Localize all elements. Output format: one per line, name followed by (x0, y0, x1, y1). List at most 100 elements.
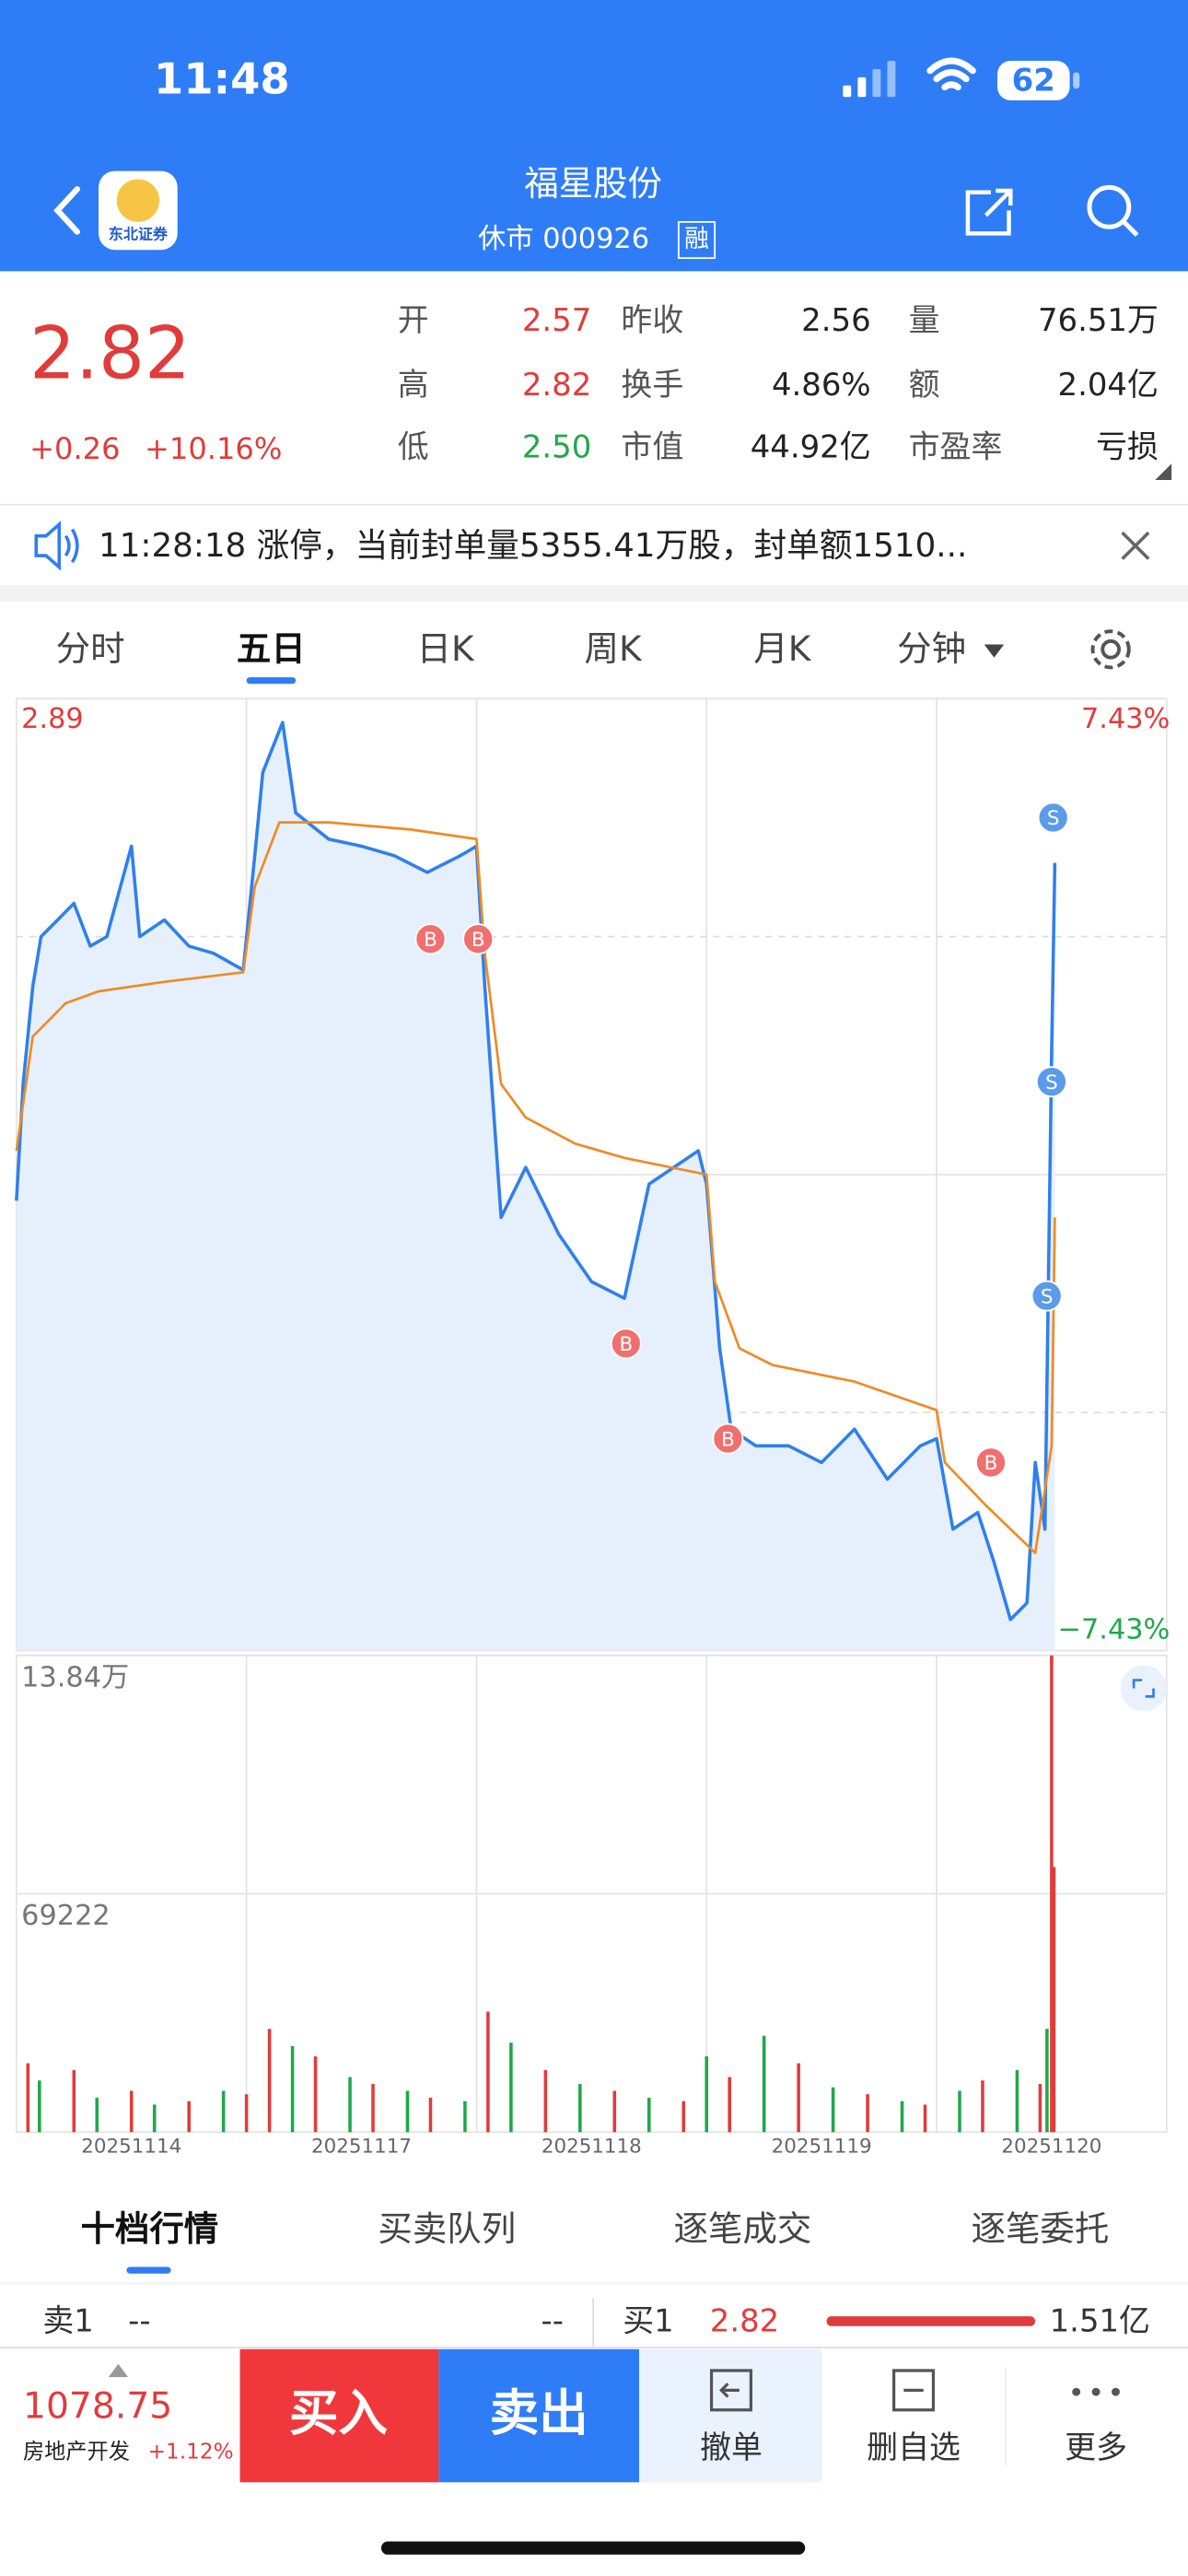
index-change[interactable]: +1.12% (148, 2440, 234, 2465)
clock: 11:48 (154, 54, 290, 104)
trade-marker (1037, 802, 1069, 834)
index-name[interactable]: 房地产开发 (23, 2440, 130, 2465)
speaker-icon (34, 521, 79, 571)
cancel-icon (709, 2369, 752, 2412)
volume-bar (981, 2080, 984, 2133)
trade-marker-label: S (1045, 1071, 1058, 1095)
chart-tab[interactable]: 分时 (56, 628, 125, 669)
price-change-pct: +10.16% (145, 431, 282, 466)
stat-value: 76.51万 (1038, 302, 1159, 338)
average-line (15, 821, 1056, 1554)
trade-marker-label: B (619, 1333, 633, 1356)
volume-bar (26, 2063, 30, 2133)
buy-button-bg[interactable] (239, 2348, 439, 2483)
sell-button-bg[interactable] (438, 2348, 640, 2483)
y-tick-label: 13.84万 (21, 1661, 129, 1693)
stock-code: 休市 000926 (478, 223, 649, 255)
trade-marker (610, 1328, 642, 1360)
trade-marker (975, 1446, 1007, 1479)
trade-marker-label: S (1047, 807, 1060, 830)
trade-marker-label: B (472, 929, 485, 952)
stat-value: 2.57 (522, 302, 591, 338)
settings-button[interactable] (1090, 629, 1131, 670)
volume-bar (313, 2056, 318, 2133)
trade-marker (414, 923, 447, 955)
chart-tab[interactable]: 日K (417, 628, 475, 669)
chart-tab[interactable]: 五日 (237, 628, 306, 669)
buy-volume: 1.51亿 (1050, 2303, 1150, 2339)
dropdown-arrow (984, 644, 1005, 658)
remove-icon (892, 2369, 936, 2412)
stat-label: 低 (398, 429, 429, 465)
volume-bar (1015, 2069, 1019, 2133)
sell-button[interactable]: 卖出 (490, 2384, 588, 2442)
close-notice[interactable] (1121, 531, 1150, 560)
volume-bar (728, 2077, 731, 2133)
fullscreen-button[interactable] (1120, 1665, 1167, 1712)
signal-icon (843, 61, 896, 98)
sell-price: -- (128, 2303, 150, 2339)
volume-bar (923, 2104, 927, 2133)
tab-underline (246, 677, 297, 685)
price-change: +0.26 (29, 431, 120, 466)
book-tab[interactable]: 逐笔成交 (674, 2208, 812, 2249)
volume-bar (244, 2094, 249, 2133)
notice-text[interactable]: 11:28:18 涨停，当前封单量5355.41万股，封单额1510... (99, 527, 967, 565)
volume-bar (1038, 2083, 1042, 2133)
chart-tab[interactable]: 月K (753, 628, 811, 669)
stat-value: 2.82 (522, 367, 591, 403)
volume-bar (705, 2056, 709, 2133)
chart-tab[interactable]: 周K (585, 628, 643, 669)
remove-watchlist-button[interactable]: 删自选 (867, 2430, 961, 2465)
volume-bar (371, 2083, 375, 2133)
trade-marker-label: B (984, 1452, 998, 1475)
volume-bar (681, 2101, 686, 2133)
volume-bar (797, 2063, 800, 2133)
stock-name: 福星股份 (524, 163, 662, 204)
y-tick-label: 69222 (21, 1900, 110, 1932)
home-indicator (380, 2541, 806, 2555)
up-arrow (108, 2363, 129, 2378)
date-label: 20251117 (311, 2135, 412, 2158)
y2-tick-label: −7.43% (1058, 1614, 1171, 1646)
volume-bar (543, 2069, 548, 2133)
volume-bar (1050, 1655, 1054, 2133)
stat-value: 亏损 (1096, 429, 1159, 465)
index-value[interactable]: 1078.75 (23, 2386, 172, 2428)
stat-label: 量 (909, 302, 940, 338)
buy-price: 2.82 (710, 2303, 779, 2339)
volume-bar (38, 2080, 41, 2133)
volume-bar (831, 2087, 835, 2133)
trade-marker-label: B (721, 1428, 735, 1451)
more-button[interactable]: 更多 (1065, 2430, 1127, 2465)
book-tab[interactable]: 买卖队列 (378, 2208, 516, 2249)
book-tab[interactable]: 十档行情 (80, 2208, 218, 2249)
more-icon (1072, 2387, 1120, 2396)
volume-bar (486, 2011, 490, 2133)
trade-marker (462, 923, 495, 955)
margin-badge: 融 (684, 225, 709, 253)
price-line (15, 720, 1057, 1622)
stat-label: 昨收 (621, 302, 683, 338)
volume-bar (900, 2101, 904, 2133)
book-tab[interactable]: 逐笔委托 (972, 2208, 1110, 2249)
header-bg (0, 0, 1188, 272)
chart-tab[interactable]: 分钟 (897, 628, 966, 669)
buy-button[interactable]: 买入 (289, 2384, 388, 2442)
trade-marker-label: B (424, 929, 437, 952)
share-button[interactable] (965, 188, 1013, 236)
battery (997, 61, 1070, 100)
cancel-button[interactable]: 撤单 (700, 2430, 763, 2465)
date-label: 20251114 (81, 2135, 181, 2158)
expand-corner[interactable] (1155, 463, 1172, 481)
back-button[interactable] (53, 186, 80, 235)
price-area (16, 722, 1055, 1651)
volume-bar (129, 2090, 134, 2133)
margin-badge-box (677, 220, 716, 260)
volume-bar (1045, 2029, 1049, 2133)
search-button[interactable] (1087, 184, 1139, 237)
volume-bar (95, 2097, 99, 2133)
